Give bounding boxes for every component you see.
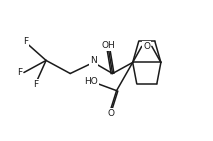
Text: O: O [107,109,114,118]
Text: F: F [23,37,28,46]
Text: N: N [90,56,97,65]
Text: HO: HO [85,77,98,86]
Text: OH: OH [102,41,115,50]
Text: F: F [17,68,22,77]
Text: F: F [33,80,39,89]
Text: O: O [143,42,150,51]
